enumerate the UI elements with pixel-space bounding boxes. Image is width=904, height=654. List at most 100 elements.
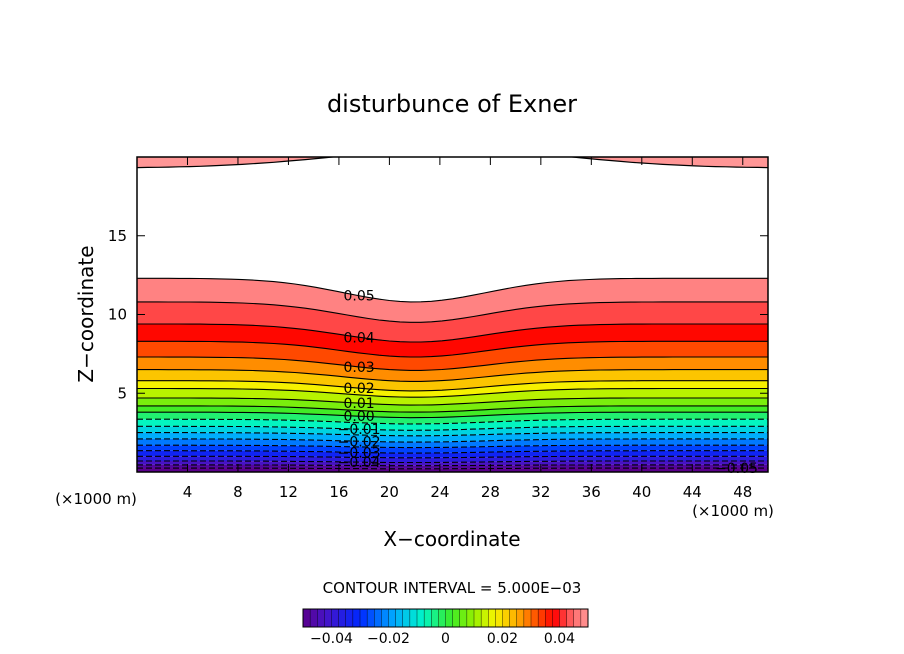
contour-interval-text: CONTOUR INTERVAL = 5.000E−03 <box>323 579 582 597</box>
contour-line <box>137 380 768 392</box>
contour-line <box>137 432 768 437</box>
colorbar-swatch <box>416 608 425 628</box>
y-axis-label: Z−coordinate <box>74 245 98 382</box>
contour-label: 0.01 <box>344 396 375 412</box>
contour-line <box>137 464 768 467</box>
contour-label: −0.03 <box>338 445 381 461</box>
contour-line <box>137 444 768 449</box>
x-unit-right: (×1000 m) <box>692 502 774 520</box>
contour-line <box>137 387 768 398</box>
contour-label: 0.04 <box>344 330 375 346</box>
contour-line <box>137 301 768 323</box>
colorbar-swatch <box>381 608 390 628</box>
contour-band <box>137 388 768 406</box>
plot-area: 0.05 0.04 0.03 0.020.010.00−0.01−0.02−0.03 −… <box>108 156 769 501</box>
x-tick-label: 48 <box>733 483 752 501</box>
colorbar-tick-label: 0 <box>441 631 450 647</box>
contour-labels: 0.05 0.04 0.03 0.020.010.00−0.01−0.02−0.03 −… <box>338 289 758 477</box>
contour-lines <box>137 157 768 470</box>
contour-line <box>137 323 768 343</box>
colorbar-tick-label: 0.02 <box>487 631 518 647</box>
contour-band <box>137 278 768 323</box>
colorbar-swatch <box>438 608 447 628</box>
contour-band <box>137 398 768 413</box>
contour-line <box>137 277 768 303</box>
contour-line <box>137 405 768 413</box>
x-tick-label: 28 <box>481 483 500 501</box>
colorbar-swatch <box>352 608 361 628</box>
contour-band <box>137 468 768 472</box>
contour-band <box>137 324 768 357</box>
colorbar-tick-label: −0.04 <box>310 631 353 647</box>
colorbar-frame <box>302 608 589 628</box>
x-tick-label: 24 <box>430 483 449 501</box>
contour-line <box>137 157 768 169</box>
colorbar-swatch <box>552 608 561 628</box>
x-axis-ticks: 4 8 12 16 20 24 28 32 36 40 44 48 <box>183 157 752 501</box>
x-tick-label: 8 <box>233 483 243 501</box>
contour-line <box>137 418 768 425</box>
colorbar-swatch <box>488 608 496 628</box>
contour-label: −0.05 <box>715 461 758 477</box>
x-unit-left: (×1000 m) <box>55 490 137 508</box>
contour-line <box>137 467 768 470</box>
colorbar-tick-label: −0.02 <box>367 631 410 647</box>
colorbar-swatch <box>309 608 318 628</box>
colorbar-swatch <box>445 608 454 628</box>
x-tick-label: 32 <box>531 483 550 501</box>
contour-label: 0.03 <box>344 360 375 376</box>
y-tick-label: 5 <box>117 384 127 402</box>
colorbar-swatch <box>331 608 340 628</box>
contour-band <box>137 426 768 436</box>
contour-fills <box>137 157 768 472</box>
contour-line <box>137 397 768 406</box>
x-tick-label: 20 <box>380 483 399 501</box>
x-tick-label: 44 <box>683 483 702 501</box>
colorbar-swatch <box>473 608 482 628</box>
x-tick-label: 4 <box>183 483 193 501</box>
colorbar-swatch <box>502 608 511 628</box>
colorbar-swatch <box>559 608 568 628</box>
colorbar-swatch <box>374 608 382 628</box>
colorbar-swatch <box>566 608 575 628</box>
colorbar-swatch <box>338 608 347 628</box>
contour-line <box>137 411 768 419</box>
contour-label: −0.02 <box>338 434 381 450</box>
colorbar-swatch <box>580 608 589 628</box>
contour-band <box>137 301 768 342</box>
contour-label: 0.02 <box>344 381 375 397</box>
colorbar-swatch <box>516 608 525 628</box>
colorbar-swatch <box>495 608 504 628</box>
colorbar-swatch <box>537 608 546 628</box>
contour-line <box>137 450 768 454</box>
colorbar-swatch <box>409 608 418 628</box>
x-tick-label: 16 <box>329 483 348 501</box>
x-axis-label: X−coordinate <box>383 527 520 551</box>
contour-line <box>137 356 768 371</box>
colorbar-swatch <box>530 608 539 628</box>
contour-line <box>137 438 768 443</box>
x-tick-label: 12 <box>279 483 298 501</box>
colorbar-swatch <box>317 608 325 628</box>
contour-line <box>137 340 768 358</box>
colorbar-swatch <box>431 608 439 628</box>
contour-band-top <box>137 157 768 168</box>
colorbar-swatch <box>573 608 582 628</box>
colorbar-swatch <box>423 608 432 628</box>
y-tick-label: 15 <box>108 227 127 245</box>
contour-label: −0.01 <box>338 422 381 438</box>
contour-band <box>137 341 768 371</box>
contour-label: 0.05 <box>344 289 375 305</box>
colorbar-swatch <box>345 608 354 628</box>
x-tick-label: 40 <box>632 483 651 501</box>
contour-band <box>137 412 768 424</box>
colorbar-tick-label: 0.04 <box>544 631 575 647</box>
contour-label: 0.00 <box>344 409 375 425</box>
colorbar-swatch <box>459 608 468 628</box>
contour-band <box>137 419 768 431</box>
y-axis-ticks: 5 10 15 <box>108 227 768 402</box>
contour-line <box>137 460 768 464</box>
y-tick-label: 10 <box>108 306 127 324</box>
colorbar-swatch <box>545 608 553 628</box>
